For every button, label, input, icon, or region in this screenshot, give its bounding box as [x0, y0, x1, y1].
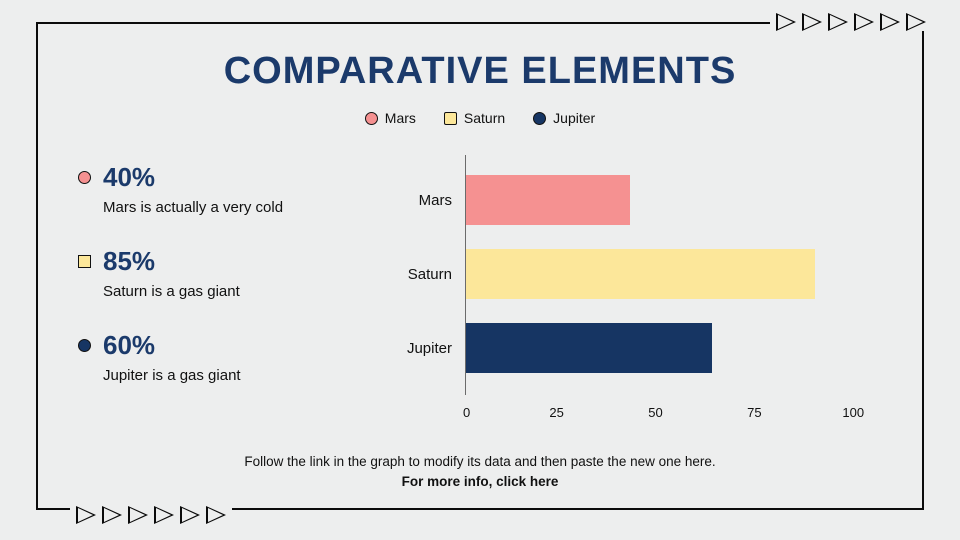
- triangle-icon: [906, 13, 926, 31]
- bar: [466, 323, 712, 373]
- footer-link[interactable]: For more info, click here: [402, 474, 559, 489]
- footer-line1: Follow the link in the graph to modify i…: [244, 454, 715, 469]
- plot-area: Mars Saturn Jupiter: [465, 155, 875, 395]
- triangle-icon: [854, 13, 874, 31]
- legend-label: Saturn: [464, 110, 505, 126]
- bar-row-mars: Mars: [466, 175, 630, 225]
- bar-row-saturn: Saturn: [466, 249, 815, 299]
- stat-desc: Saturn is a gas giant: [103, 283, 378, 300]
- bar: [466, 249, 815, 299]
- decor-triangles-bottom: [70, 506, 232, 524]
- bar-row-jupiter: Jupiter: [466, 323, 712, 373]
- triangle-icon: [206, 506, 226, 524]
- stat-percent: 85%: [103, 246, 155, 277]
- triangle-icon: [128, 506, 148, 524]
- stat-percent: 40%: [103, 162, 155, 193]
- x-tick: 50: [648, 405, 662, 420]
- legend-swatch: [444, 112, 457, 125]
- bar-label: Mars: [419, 192, 452, 209]
- bar-label: Saturn: [408, 266, 452, 283]
- stat-0: 40% Mars is actually a very cold: [78, 162, 378, 216]
- page-title: COMPARATIVE ELEMENTS: [0, 50, 960, 93]
- stat-1: 85% Saturn is a gas giant: [78, 246, 378, 300]
- stat-desc: Jupiter is a gas giant: [103, 367, 378, 384]
- x-tick: 25: [549, 405, 563, 420]
- stat-desc: Mars is actually a very cold: [103, 199, 378, 216]
- stat-2: 60% Jupiter is a gas giant: [78, 330, 378, 384]
- x-tick: 100: [842, 405, 864, 420]
- triangle-icon: [802, 13, 822, 31]
- triangle-icon: [154, 506, 174, 524]
- triangle-icon: [828, 13, 848, 31]
- stat-marker: [78, 171, 91, 184]
- legend-label: Mars: [385, 110, 416, 126]
- stat-marker: [78, 255, 91, 268]
- triangle-icon: [180, 506, 200, 524]
- bar: [466, 175, 630, 225]
- legend: Mars Saturn Jupiter: [0, 110, 960, 126]
- triangle-icon: [880, 13, 900, 31]
- legend-swatch: [533, 112, 546, 125]
- legend-label: Jupiter: [553, 110, 595, 126]
- x-tick: 75: [747, 405, 761, 420]
- footer-note: Follow the link in the graph to modify i…: [0, 452, 960, 493]
- x-tick: 0: [463, 405, 470, 420]
- triangle-icon: [776, 13, 796, 31]
- bar-chart: Mars Saturn Jupiter 0 25 50 75 100: [400, 155, 890, 435]
- x-axis: 0 25 50 75 100: [465, 405, 875, 420]
- bar-label: Jupiter: [407, 340, 452, 357]
- triangle-icon: [76, 506, 96, 524]
- decor-triangles-top: [770, 13, 932, 31]
- legend-item-jupiter: Jupiter: [533, 110, 595, 126]
- stat-percent: 60%: [103, 330, 155, 361]
- legend-item-mars: Mars: [365, 110, 416, 126]
- legend-swatch: [365, 112, 378, 125]
- legend-item-saturn: Saturn: [444, 110, 505, 126]
- stats-column: 40% Mars is actually a very cold 85% Saturn…: [78, 162, 378, 384]
- triangle-icon: [102, 506, 122, 524]
- stat-marker: [78, 339, 91, 352]
